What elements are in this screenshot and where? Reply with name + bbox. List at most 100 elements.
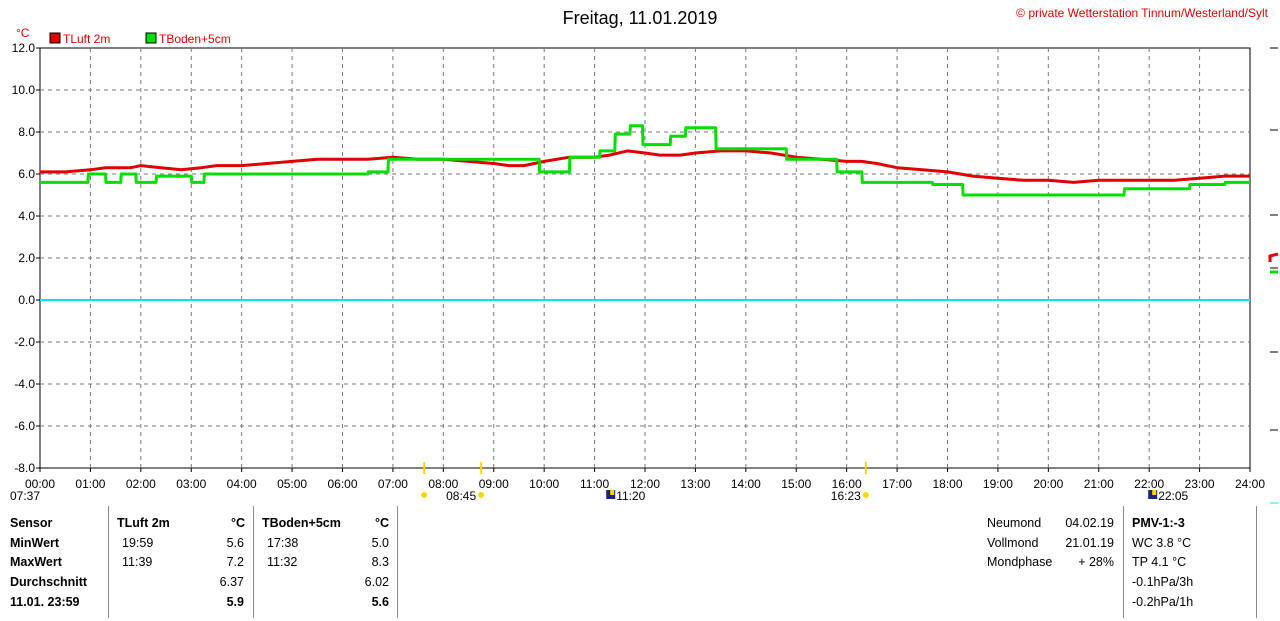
row-label: Durchschnitt bbox=[10, 575, 88, 589]
tboden-value: 6.02 bbox=[364, 575, 389, 589]
x-tick-label: 05:00 bbox=[277, 477, 307, 491]
x-tick-label: 03:00 bbox=[176, 477, 206, 491]
moon-marker-accent bbox=[1152, 490, 1157, 495]
col-header-tluft: TLuft 2m bbox=[117, 516, 170, 530]
moon-value: + 28% bbox=[1078, 555, 1114, 569]
x-tick-label: 12:00 bbox=[630, 477, 660, 491]
x-tick-label: 16:00 bbox=[832, 477, 862, 491]
series-lines bbox=[40, 124, 1250, 301]
tluft-value: 5.6 bbox=[226, 536, 244, 550]
tluft-value: 7.2 bbox=[226, 555, 244, 569]
series-line-tboden bbox=[40, 124, 1250, 197]
y-tick-label: -6.0 bbox=[14, 419, 35, 433]
x-tick-label: 23:00 bbox=[1185, 477, 1215, 491]
tluft-value: 5.9 bbox=[226, 595, 244, 609]
y-tick-labels: 12.0 10.0 8.0 6.0 4.0 2.0 0.0 -2.0 -4.0 -6.0 -8.0 bbox=[12, 41, 36, 475]
event-time-label: 11:20 bbox=[616, 489, 645, 503]
x-tick-label: 01:00 bbox=[75, 477, 105, 491]
y-tick-label: 10.0 bbox=[12, 83, 36, 97]
x-tick-label: 24:00 bbox=[1235, 477, 1265, 491]
legend: TLuft 2m TBoden+5cm bbox=[49, 32, 231, 46]
divider bbox=[253, 506, 254, 618]
x-tick-label: 22:00 bbox=[1134, 477, 1164, 491]
x-tick-label: 20:00 bbox=[1033, 477, 1063, 491]
divider bbox=[397, 506, 398, 618]
col-header-sensor: Sensor bbox=[10, 516, 53, 530]
x-tick-label: 14:00 bbox=[731, 477, 761, 491]
moon-value: 04.02.19 bbox=[1065, 516, 1114, 530]
x-tick-label: 17:00 bbox=[882, 477, 912, 491]
divider bbox=[1256, 506, 1257, 618]
x-tick-label: 19:00 bbox=[983, 477, 1013, 491]
y-tick-label: 6.0 bbox=[18, 167, 35, 181]
tboden-time: 11:32 bbox=[267, 555, 298, 569]
station-copyright: © private Wetterstation Tinnum/Westerlan… bbox=[1016, 6, 1269, 20]
x-tick-label: 02:00 bbox=[126, 477, 156, 491]
legend-swatch-tluft bbox=[49, 32, 61, 44]
y-tick-label: 8.0 bbox=[18, 125, 35, 139]
tluft-value: 6.37 bbox=[219, 575, 244, 589]
tluft-time: 11:39 bbox=[122, 555, 153, 569]
x-tick-label: 18:00 bbox=[932, 477, 962, 491]
divider bbox=[1123, 506, 1124, 618]
moon-label: Mondphase bbox=[987, 555, 1053, 569]
x-tick-label: 21:00 bbox=[1084, 477, 1114, 491]
moon-label: Neumond bbox=[987, 516, 1042, 530]
y-tick-label: 4.0 bbox=[18, 209, 35, 223]
event-time-label: 22:05 bbox=[1158, 489, 1188, 503]
legend-label-tluft: TLuft 2m bbox=[63, 32, 110, 46]
x-tick-label: 06:00 bbox=[327, 477, 357, 491]
legend-label-tboden: TBoden+5cm bbox=[159, 32, 231, 46]
pmv-line: TP 4.1 °C bbox=[1132, 555, 1187, 569]
legend-swatch-tboden bbox=[145, 32, 157, 44]
sun-marker-icon bbox=[421, 492, 428, 498]
event-time-label: 07:37 bbox=[10, 489, 40, 503]
moon-label: Vollmond bbox=[987, 536, 1039, 550]
temperature-chart: Freitag, 11.01.2019 © private Wetterstat… bbox=[10, 6, 1279, 504]
sun-marker-icon bbox=[478, 492, 485, 498]
tboden-value: 8.3 bbox=[371, 555, 389, 569]
tboden-value: 5.0 bbox=[371, 536, 389, 550]
y-tick-label: -4.0 bbox=[14, 377, 35, 391]
statistics-panel: Sensor TLuft 2m °C TBoden+5cm °C MinWert… bbox=[0, 506, 1280, 621]
x-tick-label: 00:00 bbox=[25, 477, 55, 491]
y-tick-label: 12.0 bbox=[12, 41, 36, 55]
sun-marker-icon bbox=[862, 492, 869, 498]
col-header-unit-1: °C bbox=[231, 516, 246, 530]
y-tick-label: 2.0 bbox=[18, 251, 35, 265]
chart-title: Freitag, 11.01.2019 bbox=[563, 8, 718, 28]
sun-moon-events: 07:37 08:45 11:20 16:23 22:05 bbox=[10, 462, 1189, 503]
y-tick-label: -2.0 bbox=[14, 335, 35, 349]
x-tick-label: 07:00 bbox=[378, 477, 408, 491]
x-tick-label: 15:00 bbox=[781, 477, 811, 491]
x-tick-label: 08:00 bbox=[428, 477, 458, 491]
divider bbox=[108, 506, 109, 618]
x-tick-label: 04:00 bbox=[227, 477, 257, 491]
event-time-label: 16:23 bbox=[831, 489, 861, 503]
x-tick-labels: 00:00 01:00 02:00 03:00 04:00 05:00 06:00 07:00… bbox=[25, 477, 1265, 491]
row-label: MaxWert bbox=[10, 555, 62, 569]
x-tick-label: 09:00 bbox=[479, 477, 509, 491]
pmv-line: -0.2hPa/1h bbox=[1132, 595, 1194, 609]
tluft-time: 19:59 bbox=[122, 536, 154, 550]
tboden-value: 5.6 bbox=[371, 595, 389, 609]
col-header-tboden: TBoden+5cm bbox=[262, 516, 341, 530]
event-time-label: 08:45 bbox=[446, 489, 476, 503]
x-tick-label: 10:00 bbox=[529, 477, 559, 491]
pmv-line: WC 3.8 °C bbox=[1132, 536, 1192, 550]
y-tick-label: 0.0 bbox=[18, 293, 35, 307]
tboden-time: 17:38 bbox=[267, 536, 299, 550]
pmv-title: PMV-1:-3 bbox=[1132, 516, 1185, 530]
moon-value: 21.01.19 bbox=[1065, 536, 1114, 550]
x-tick-label: 13:00 bbox=[680, 477, 710, 491]
row-label: MinWert bbox=[10, 536, 60, 550]
y-tick-label: -8.0 bbox=[14, 461, 35, 475]
y-axis-unit: °C bbox=[16, 26, 30, 40]
x-tick-label: 11:00 bbox=[580, 477, 609, 491]
pmv-line: -0.1hPa/3h bbox=[1132, 575, 1194, 589]
col-header-unit-2: °C bbox=[375, 516, 390, 530]
series-line-tluft bbox=[40, 149, 1250, 184]
right-side-markers bbox=[1268, 47, 1279, 504]
row-label: 11.01. 23:59 bbox=[10, 595, 80, 609]
moon-marker-accent bbox=[610, 490, 615, 495]
